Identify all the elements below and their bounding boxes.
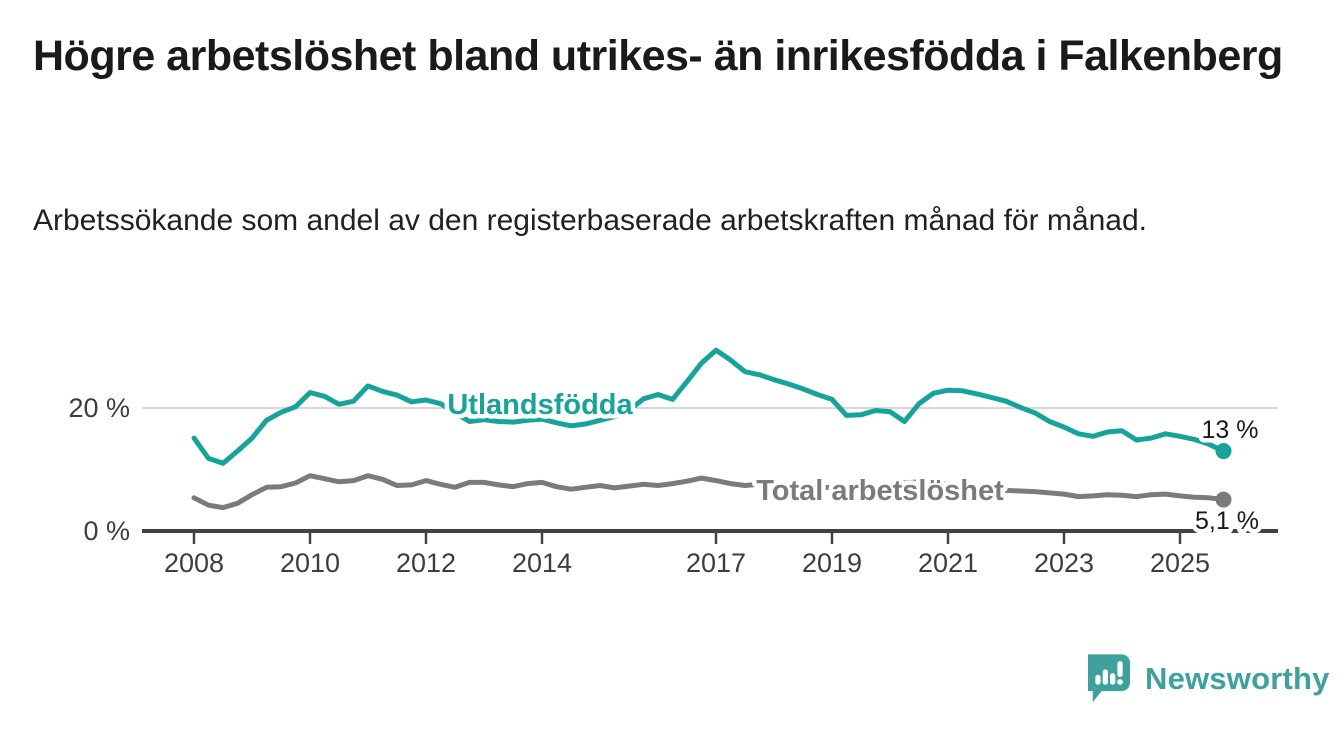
chart-title: Högre arbetslöshet bland utrikes- än inr…: [33, 32, 1283, 80]
chart-subtitle: Arbetssökande som andel av den registerb…: [33, 204, 1147, 237]
unemployment-line-chart: 20 % 0 % 2008 2010 2012 2014 2017 2019 2021 2023 2…: [68, 347, 1278, 578]
x-axis-tick-label-2014: 2014: [512, 548, 572, 578]
x-axis-tick-label-2025: 2025: [1150, 548, 1210, 578]
x-axis-tick-label-2012: 2012: [396, 548, 456, 578]
end-dot-total: [1215, 491, 1232, 508]
series-label-utlandsfodda: Utlandsfödda: [447, 389, 633, 421]
newsworthy-wordmark: Newsworthy: [1145, 661, 1330, 696]
series-line-total: [191, 473, 1226, 511]
x-axis-tick-label-2019: 2019: [802, 548, 862, 578]
x-axis-tick-label-2017: 2017: [686, 548, 746, 578]
end-value-label-total: 5,1 %: [1195, 507, 1259, 535]
x-axis-tick-label-2010: 2010: [280, 548, 340, 578]
x-axis-tick-label-2021: 2021: [918, 548, 978, 578]
end-value-label-utlandsfodda: 13 %: [1202, 416, 1259, 444]
y-axis-label-0: 0 %: [83, 516, 130, 546]
newsworthy-logo-icon: [1088, 654, 1130, 703]
series-label-total: Total arbetslöshet: [756, 475, 1004, 507]
x-axis-tick-label-2023: 2023: [1034, 548, 1094, 578]
end-dot-utlandsfodda: [1215, 443, 1232, 460]
newsworthy-brand: Newsworthy: [1088, 654, 1330, 704]
x-axis-tick-label-2008: 2008: [164, 548, 224, 578]
series-line-utlandsfodda: [191, 347, 1226, 466]
y-axis-label-20: 20 %: [68, 393, 130, 423]
